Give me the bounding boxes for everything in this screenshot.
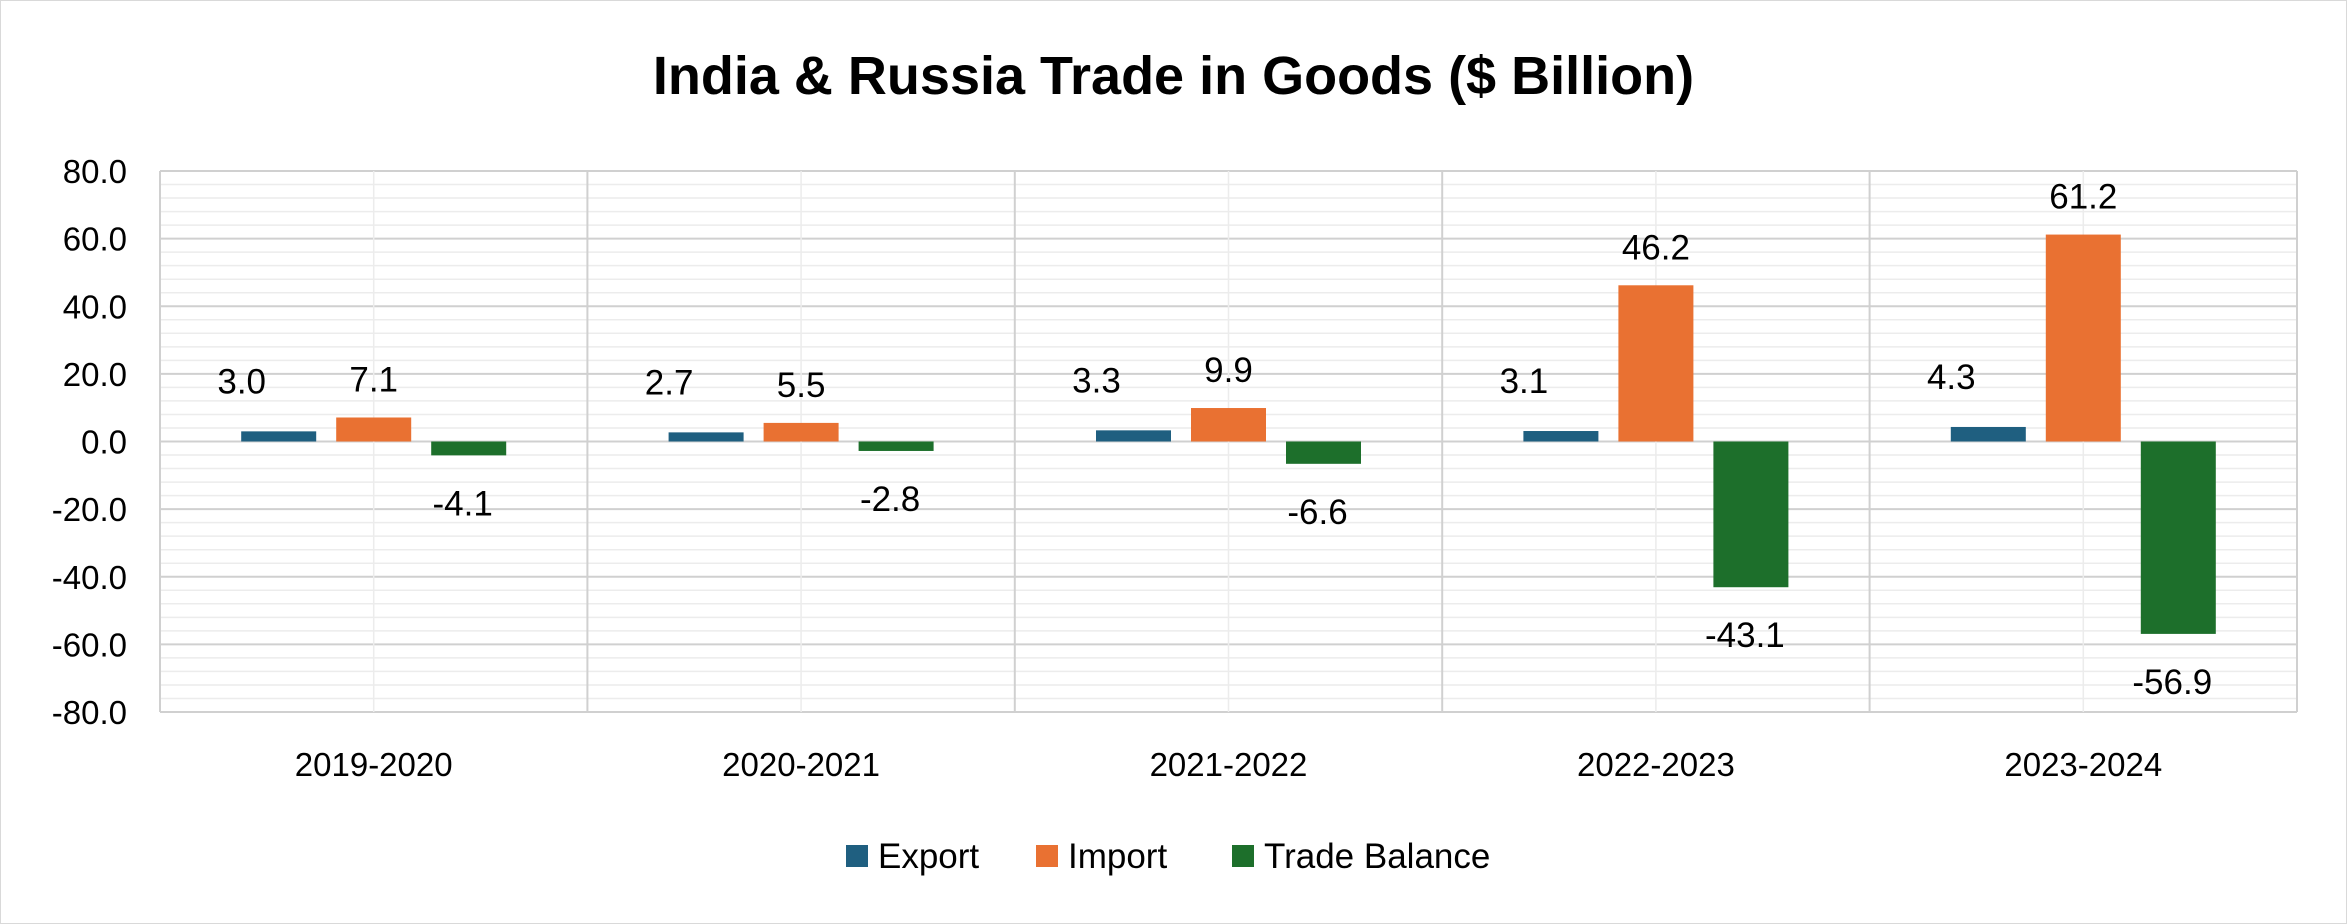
data-label: 46.2 (1622, 228, 1690, 267)
legend-swatch (1232, 845, 1254, 867)
data-label: 9.9 (1204, 351, 1253, 390)
x-category-label: 2022-2023 (1577, 746, 1735, 783)
y-tick-label: -40.0 (52, 559, 127, 596)
bar-trade-balance (1713, 441, 1789, 588)
legend-label: Import (1068, 837, 1167, 876)
bar-trade-balance (2140, 441, 2216, 634)
data-label: -4.1 (433, 484, 493, 523)
bars (241, 234, 2216, 634)
bar-export (668, 432, 744, 442)
y-tick-label: 0.0 (81, 424, 127, 461)
data-label: -6.6 (1287, 493, 1347, 532)
x-category-label: 2021-2022 (1150, 746, 1308, 783)
data-label: 7.1 (349, 360, 398, 399)
axes: 80.0 60.0 40.0 20.0 0.0 -20.0 -40.0 -60.0 -80.0 2… (52, 153, 2162, 783)
data-label: 4.3 (1927, 358, 1976, 397)
y-tick-label: -20.0 (52, 491, 127, 528)
bar-export (1096, 430, 1171, 442)
x-category-label: 2023-2024 (2004, 746, 2162, 783)
legend-swatch (1036, 845, 1058, 867)
bar-export (1523, 431, 1599, 442)
x-category-label: 2020-2021 (722, 746, 880, 783)
bar-trade-balance (858, 441, 934, 451)
chart-title: India & Russia Trade in Goods ($ Billion… (653, 46, 1694, 106)
bar-export (1950, 426, 2026, 442)
gridlines (159, 170, 2298, 713)
bar-trade-balance (1286, 441, 1361, 464)
data-label: 5.5 (777, 366, 826, 405)
bar-trade-balance (431, 441, 507, 456)
legend: Export Import Trade Balance (846, 837, 1490, 876)
y-tick-label: -80.0 (52, 694, 127, 731)
data-label: 61.2 (2049, 178, 2117, 217)
data-label: 3.3 (1072, 361, 1121, 400)
legend-swatch (846, 845, 868, 867)
bar-export (241, 431, 317, 442)
legend-label: Export (878, 837, 979, 876)
data-label: 3.1 (1500, 362, 1549, 401)
y-tick-label: 60.0 (63, 221, 127, 258)
x-category-label: 2019-2020 (295, 746, 453, 783)
data-label: 3.0 (217, 362, 266, 401)
data-label: -2.8 (860, 480, 920, 519)
y-tick-label: 20.0 (63, 356, 127, 393)
data-labels: 3.0 2.7 3.3 3.1 4.3 7.1 5.5 9.9 46.2 61.2 -4.1 -2.8… (217, 178, 2212, 702)
bar-import (336, 417, 412, 442)
bar-import (2045, 234, 2121, 442)
bar-import (1191, 408, 1266, 442)
bar-import (763, 422, 839, 442)
y-tick-label: 40.0 (63, 288, 127, 325)
data-label: -43.1 (1705, 616, 1785, 655)
data-label: -56.9 (2132, 663, 2212, 702)
legend-label: Trade Balance (1264, 837, 1490, 876)
bar-import (1618, 285, 1694, 442)
data-label: 2.7 (645, 363, 694, 402)
y-tick-label: 80.0 (63, 153, 127, 190)
y-tick-label: -60.0 (52, 626, 127, 663)
